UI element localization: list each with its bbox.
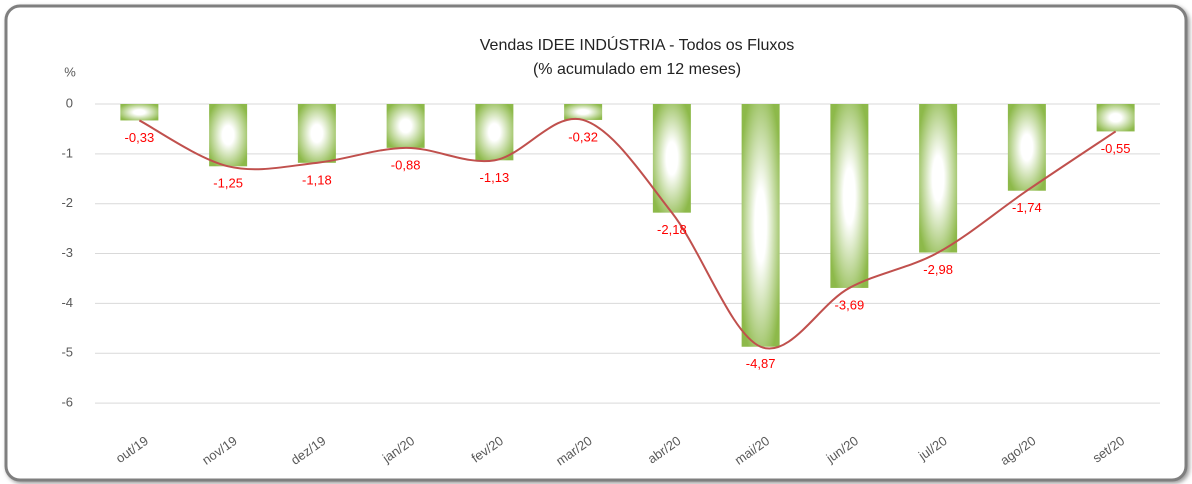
bar (475, 104, 514, 161)
bar (120, 104, 159, 121)
data-label: -0,32 (568, 129, 598, 144)
bar (741, 104, 780, 347)
bar (1096, 104, 1135, 132)
y-tick-label: -5 (61, 345, 73, 360)
data-label: -4,87 (746, 356, 776, 371)
data-label: -3,69 (835, 297, 865, 312)
bar (1007, 104, 1046, 191)
bar (564, 104, 603, 120)
data-label: -2,98 (923, 262, 953, 277)
data-label: -1,74 (1012, 200, 1042, 215)
chart-subtitle: (% acumulado em 12 meses) (533, 61, 741, 78)
data-label: -1,25 (213, 176, 243, 191)
data-label: -2,18 (657, 222, 687, 237)
y-tick-label: -3 (61, 245, 73, 260)
bar (297, 104, 336, 163)
data-label: -1,13 (480, 170, 510, 185)
y-tick-label: 0 (66, 95, 73, 110)
chart-title: Vendas IDEE INDÚSTRIA - Todos os Fluxos (480, 35, 795, 54)
bar (209, 104, 248, 167)
data-label: -1,18 (302, 172, 332, 187)
y-axis-label: % (64, 64, 76, 79)
bar (919, 104, 958, 253)
bar (386, 104, 425, 148)
y-tick-label: -1 (61, 145, 73, 160)
data-label: -0,33 (125, 130, 155, 145)
y-tick-label: -2 (61, 195, 73, 210)
y-tick-label: -4 (61, 295, 73, 310)
bar (830, 104, 869, 288)
line (138, 117, 1117, 350)
y-tick-label: -6 (61, 395, 73, 410)
data-label: -0,55 (1101, 141, 1131, 156)
data-label: -0,88 (391, 157, 421, 172)
